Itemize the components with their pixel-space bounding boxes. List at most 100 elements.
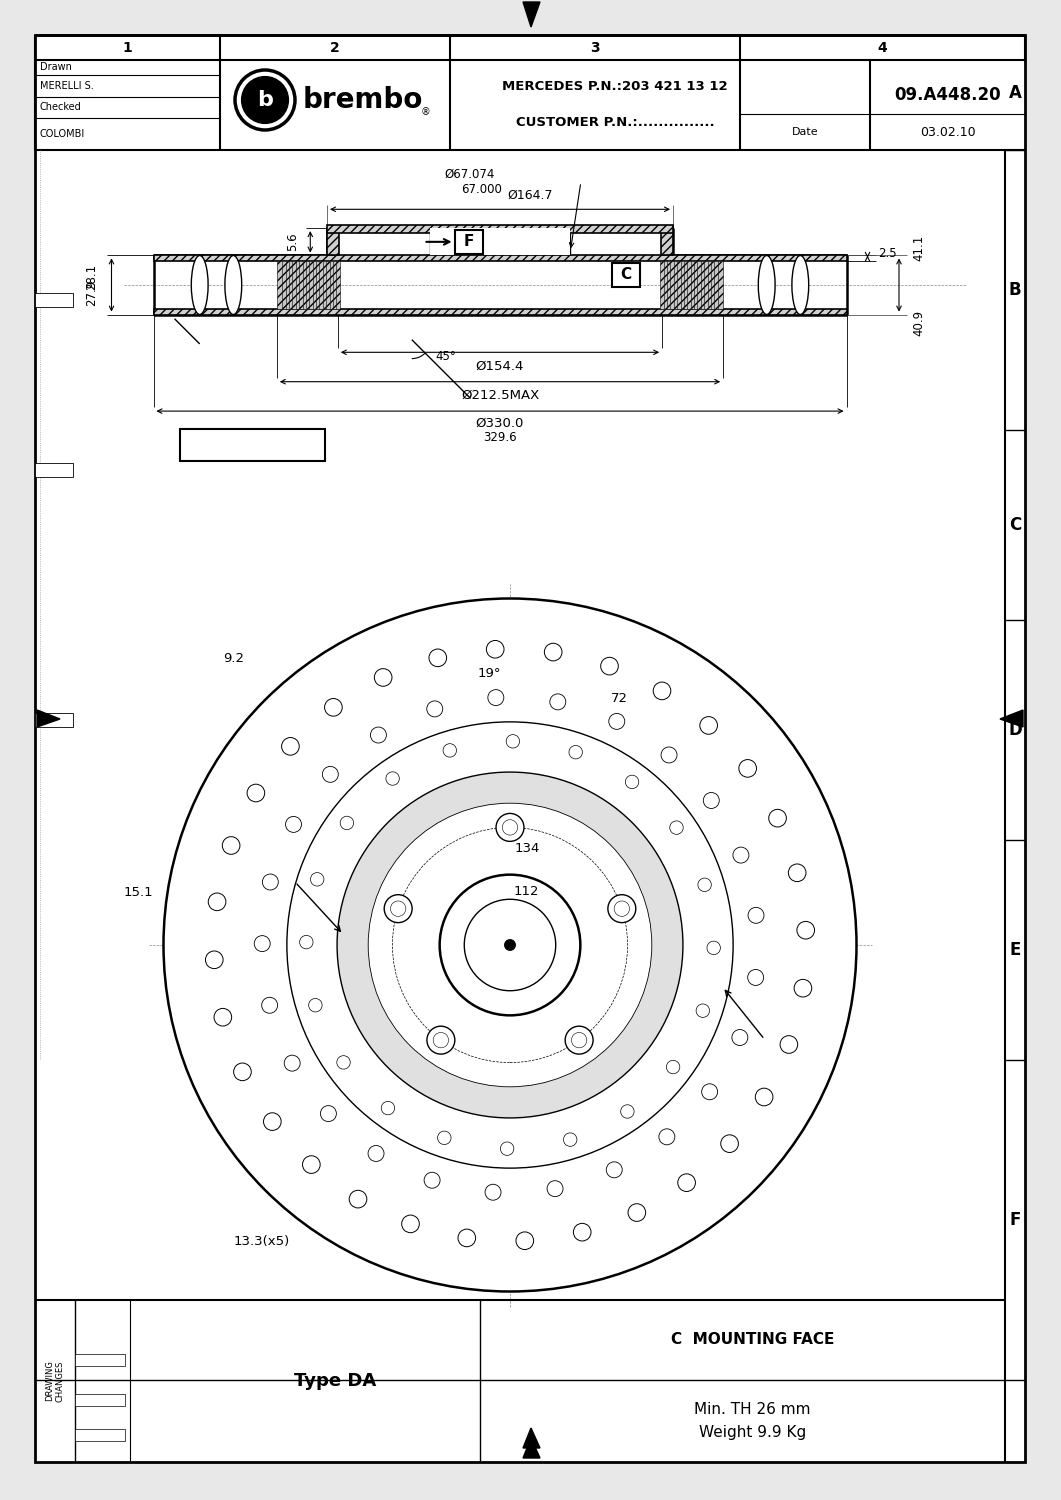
Text: POS: POS: [47, 465, 62, 474]
Circle shape: [375, 669, 392, 687]
Bar: [294, 261, 299, 309]
Text: POS: POS: [47, 716, 62, 724]
Polygon shape: [1001, 710, 1023, 728]
Text: FC: FC: [288, 438, 303, 452]
Text: brembo: brembo: [302, 86, 423, 114]
Polygon shape: [37, 710, 60, 728]
Circle shape: [309, 999, 323, 1012]
Text: 45°: 45°: [435, 350, 456, 363]
Text: 2: 2: [330, 40, 340, 54]
Circle shape: [429, 650, 447, 666]
Text: D: D: [1008, 722, 1022, 740]
Circle shape: [733, 847, 749, 862]
Circle shape: [485, 1184, 501, 1200]
Circle shape: [233, 1064, 251, 1080]
Bar: [321, 261, 326, 309]
Circle shape: [666, 1060, 680, 1074]
Text: 41.1: 41.1: [912, 234, 925, 261]
Text: 27.9: 27.9: [85, 280, 98, 306]
Bar: [430, 228, 571, 255]
Circle shape: [486, 640, 504, 658]
Circle shape: [609, 714, 625, 729]
Text: 329.6: 329.6: [483, 430, 517, 444]
Circle shape: [234, 70, 295, 130]
Circle shape: [370, 728, 386, 742]
Text: 112: 112: [514, 885, 540, 898]
Text: Min. TH 26 mm: Min. TH 26 mm: [694, 1401, 811, 1416]
Text: F: F: [1009, 1210, 1021, 1228]
Circle shape: [608, 894, 636, 922]
Bar: [305, 261, 310, 309]
Circle shape: [255, 936, 271, 951]
Text: 40.9: 40.9: [912, 309, 925, 336]
Ellipse shape: [792, 255, 808, 315]
Polygon shape: [523, 2, 540, 27]
Bar: [334, 261, 340, 309]
Circle shape: [547, 1180, 563, 1197]
Circle shape: [336, 1056, 350, 1070]
Text: 72: 72: [611, 692, 628, 705]
Circle shape: [505, 939, 516, 951]
Circle shape: [720, 1136, 738, 1152]
Bar: [327, 228, 338, 255]
Text: 2.5: 2.5: [879, 246, 897, 259]
Circle shape: [572, 1032, 587, 1048]
Circle shape: [208, 892, 226, 910]
Circle shape: [337, 772, 683, 1118]
Text: 28.1: 28.1: [85, 264, 98, 290]
Circle shape: [325, 699, 343, 715]
Text: POS: POS: [47, 296, 62, 304]
Circle shape: [437, 1131, 451, 1144]
Circle shape: [281, 738, 299, 754]
Circle shape: [386, 772, 399, 784]
Circle shape: [544, 644, 562, 662]
Circle shape: [368, 802, 651, 1088]
Circle shape: [465, 900, 556, 990]
Circle shape: [299, 936, 313, 950]
Circle shape: [302, 1156, 320, 1173]
Text: A POS: A POS: [90, 1432, 109, 1437]
Text: 5.6: 5.6: [285, 232, 299, 250]
Bar: [311, 261, 316, 309]
Text: DRAWING
CHANGES: DRAWING CHANGES: [46, 1360, 65, 1401]
Bar: [314, 261, 319, 309]
Circle shape: [601, 657, 619, 675]
Circle shape: [794, 980, 812, 998]
Circle shape: [614, 902, 629, 916]
Text: C: C: [621, 267, 631, 282]
Text: /: /: [192, 435, 198, 453]
Circle shape: [402, 1215, 419, 1233]
Circle shape: [443, 744, 456, 758]
Text: 4: 4: [877, 40, 887, 54]
Text: 67.000: 67.000: [462, 183, 503, 196]
Bar: [612, 262, 640, 286]
Circle shape: [628, 1203, 646, 1221]
Text: 134: 134: [515, 842, 539, 855]
Circle shape: [214, 1008, 231, 1026]
Bar: [694, 261, 699, 309]
Bar: [149, 224, 852, 320]
Circle shape: [247, 784, 264, 802]
Bar: [667, 261, 673, 309]
Bar: [331, 261, 336, 309]
Text: F: F: [464, 234, 473, 249]
Circle shape: [654, 682, 671, 699]
Circle shape: [738, 759, 756, 777]
Circle shape: [550, 694, 566, 709]
Circle shape: [755, 1088, 772, 1106]
Bar: [717, 261, 723, 309]
Bar: [714, 261, 719, 309]
Ellipse shape: [225, 255, 242, 315]
Circle shape: [348, 783, 672, 1107]
Text: E: E: [1009, 940, 1021, 958]
Bar: [317, 261, 323, 309]
Circle shape: [700, 717, 717, 734]
Polygon shape: [523, 1438, 540, 1458]
Bar: [154, 309, 847, 315]
Text: Ø330.0: Ø330.0: [475, 417, 524, 429]
Circle shape: [516, 1232, 534, 1250]
Bar: [660, 261, 665, 309]
Circle shape: [563, 1132, 577, 1146]
Circle shape: [262, 874, 278, 890]
Circle shape: [349, 1191, 367, 1208]
